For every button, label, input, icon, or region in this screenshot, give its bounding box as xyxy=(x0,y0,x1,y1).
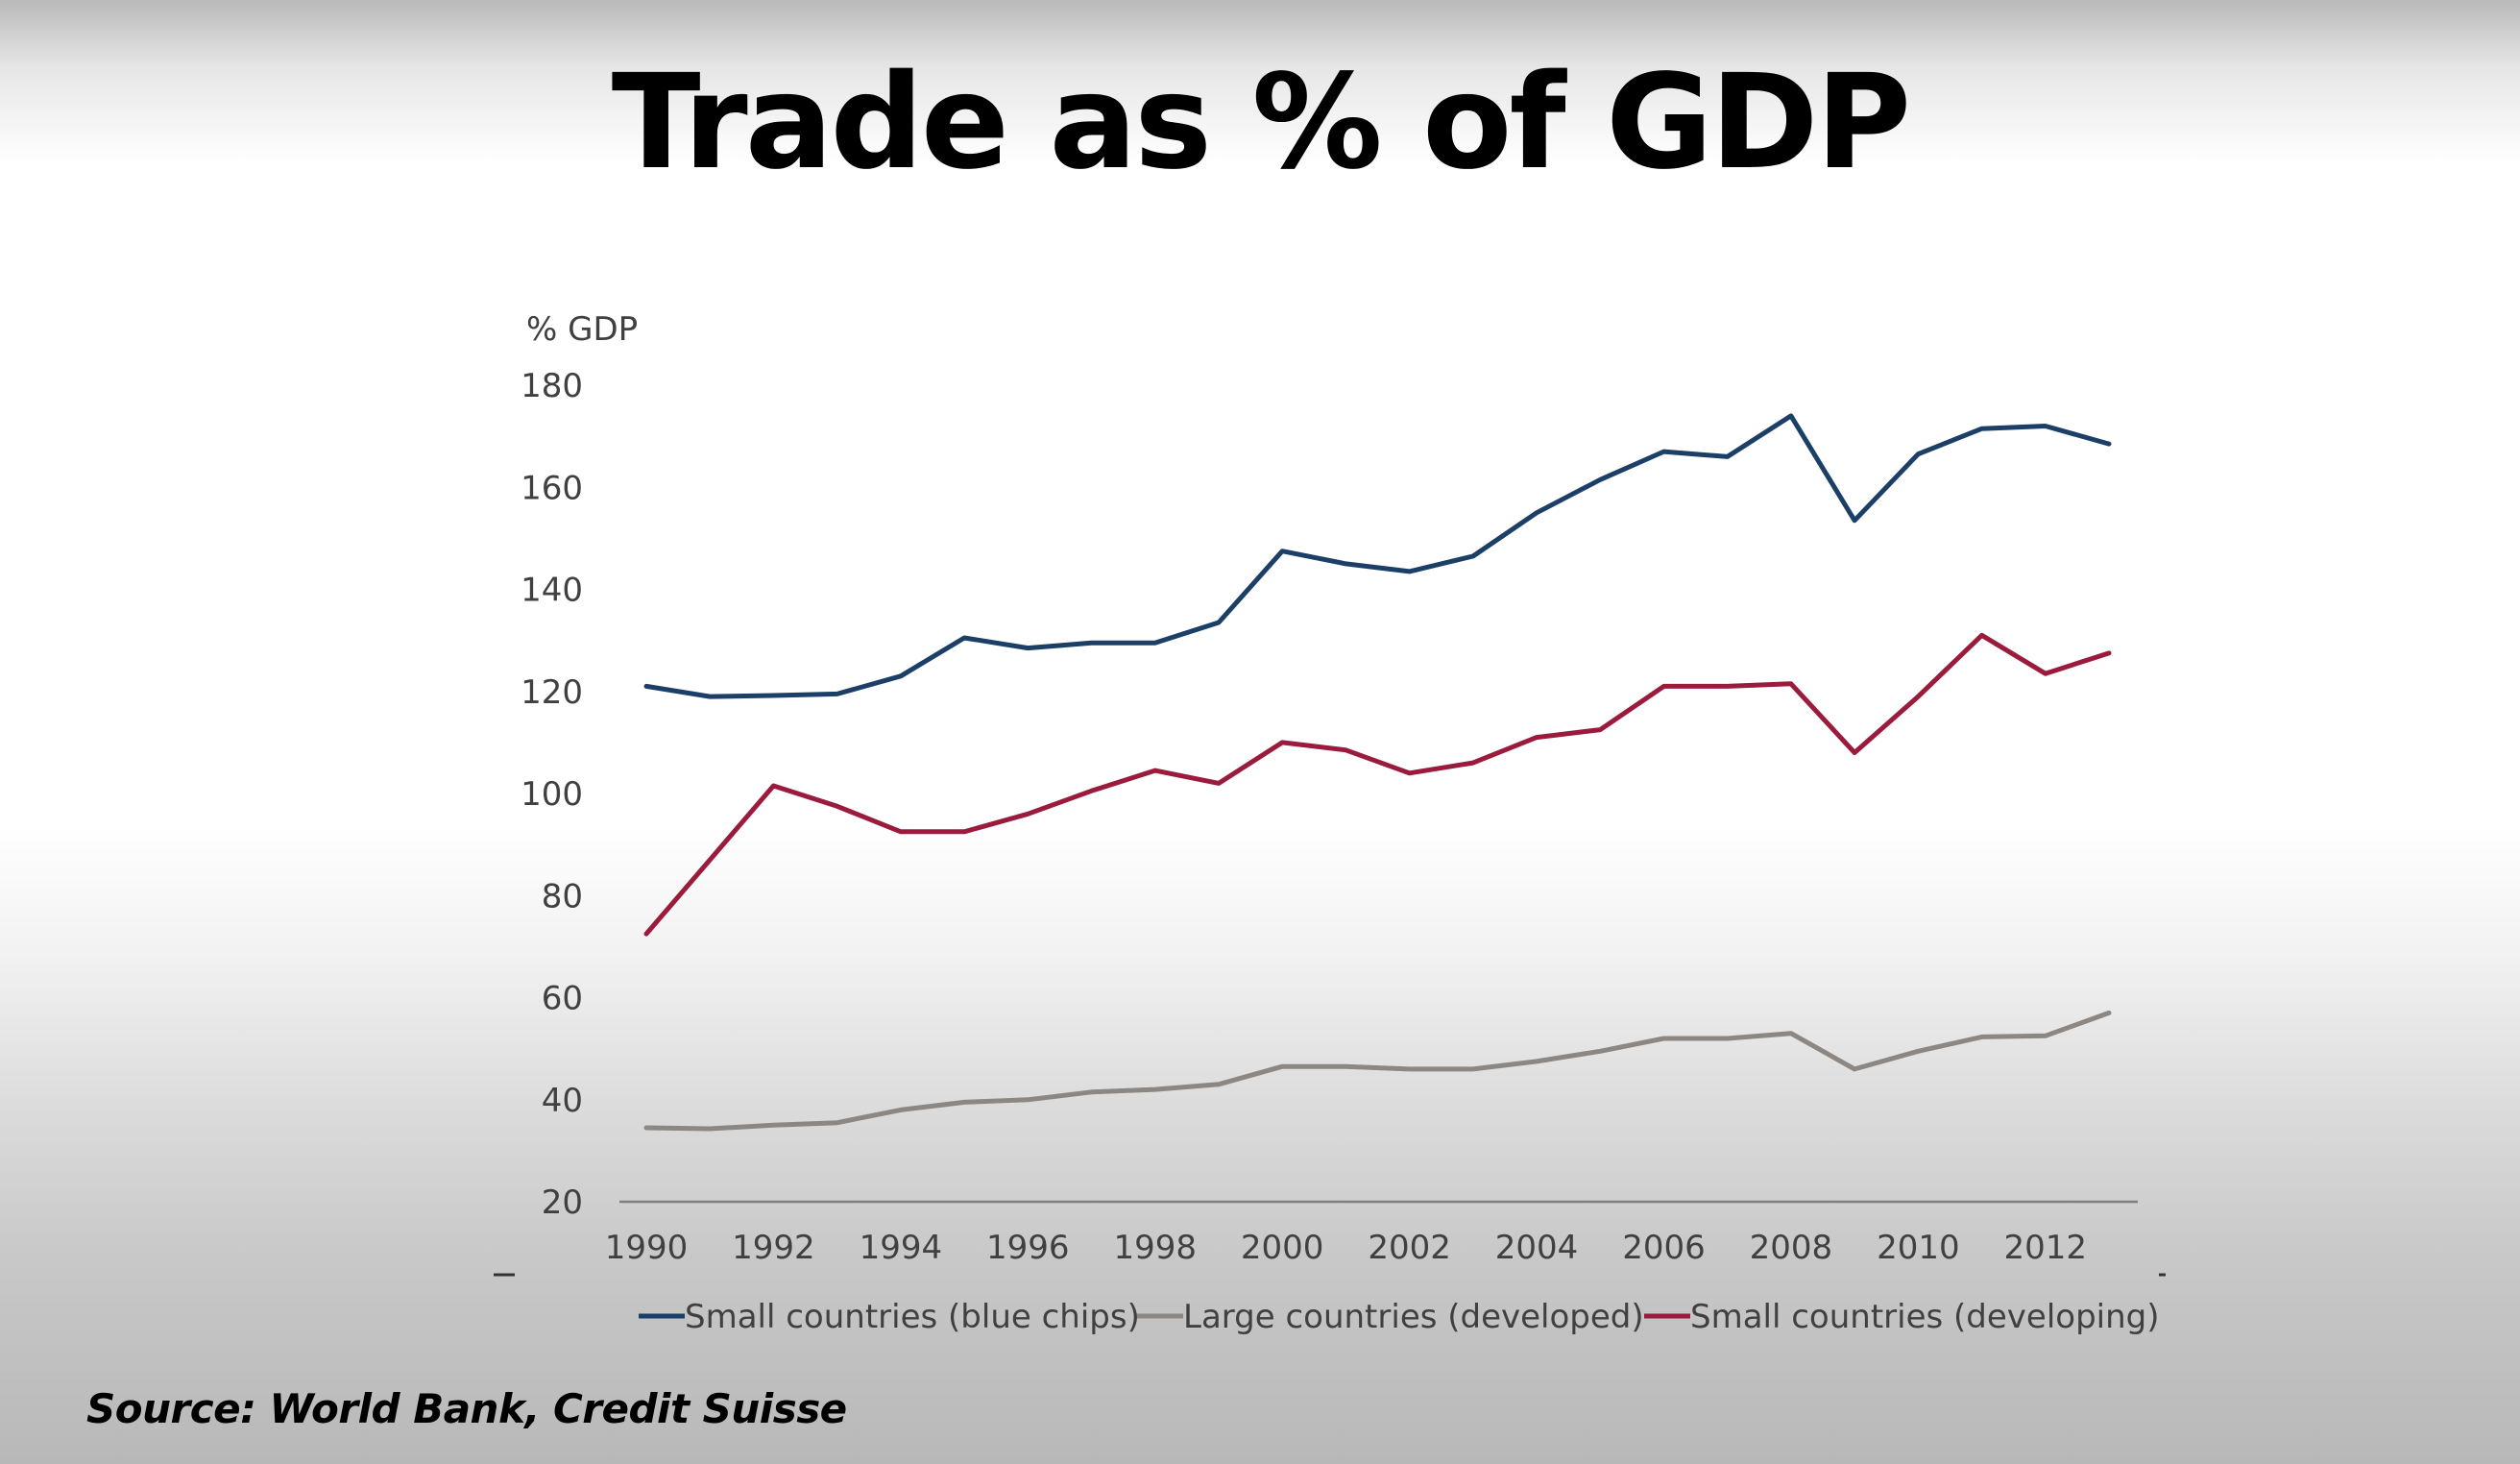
legend-label: Small countries (blue chips) xyxy=(685,1298,1140,1336)
y-tick-label: 60 xyxy=(542,980,583,1018)
x-tick-label: 2008 xyxy=(1750,1229,1833,1267)
y-tick-label: 140 xyxy=(521,572,583,610)
x-tick-label: 2010 xyxy=(1877,1229,1960,1267)
x-axis-ticks: 1990 1992 1994 1996 1998 2000 2002 2004 2006 2008… xyxy=(605,1229,2087,1267)
y-tick-label: 40 xyxy=(542,1082,583,1120)
x-tick-label: 1998 xyxy=(1113,1229,1197,1267)
legend-label: Small countries (developing) xyxy=(1690,1298,2160,1336)
y-tick-label: 120 xyxy=(521,673,583,712)
legend-label: Large countries (developed) xyxy=(1183,1298,1644,1336)
x-tick-label: 1990 xyxy=(605,1229,689,1267)
y-axis-label: % GDP xyxy=(526,310,638,349)
y-tick-label: 100 xyxy=(521,775,583,814)
y-tick-label: 160 xyxy=(521,469,583,507)
y-axis-ticks: 20 40 60 80 100 120 140 160 180 xyxy=(521,367,583,1222)
x-tick-label: 1996 xyxy=(986,1229,1070,1267)
series-line-2 xyxy=(643,1010,2112,1132)
y-tick-label: 80 xyxy=(542,877,583,915)
series-line-3 xyxy=(643,632,2112,937)
legend: Small countries (blue chips) Large countr… xyxy=(639,1298,2160,1336)
source-note: Source: World Bank, Credit Suisse xyxy=(86,1385,847,1432)
x-tick-label: 2000 xyxy=(1241,1229,1324,1267)
x-tick-label: 2002 xyxy=(1368,1229,1451,1267)
series-lines xyxy=(643,413,2112,1132)
x-tick-label: 2004 xyxy=(1495,1229,1579,1267)
y-tick-label: 20 xyxy=(542,1183,583,1222)
y-tick-label: 180 xyxy=(521,367,583,405)
x-tick-label: 1992 xyxy=(732,1229,815,1267)
page-title: Trade as % of GDP xyxy=(611,47,1911,199)
x-tick-label: 2006 xyxy=(1622,1229,1706,1267)
x-tick-label: 2012 xyxy=(2004,1229,2088,1267)
x-tick-label: 1994 xyxy=(860,1229,943,1267)
series-line-1 xyxy=(643,413,2112,699)
